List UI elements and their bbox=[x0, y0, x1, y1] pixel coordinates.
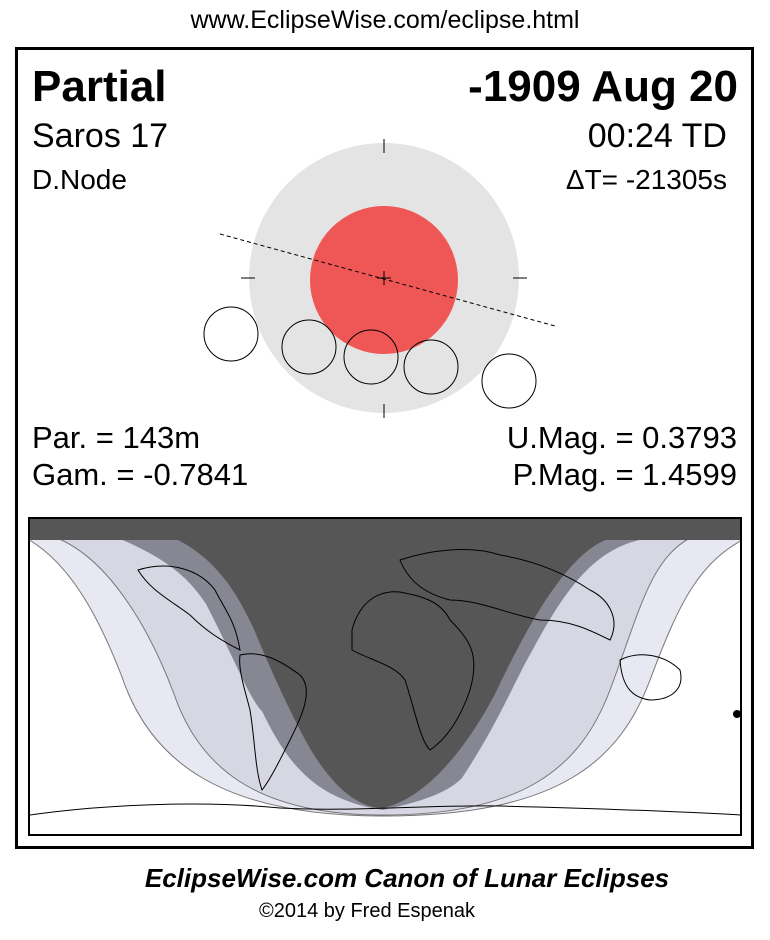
moon-max bbox=[343, 329, 399, 385]
subsolar-marker bbox=[733, 710, 741, 718]
header-url: www.EclipseWise.com/eclipse.html bbox=[190, 6, 580, 34]
axis-ticks bbox=[241, 139, 527, 418]
moon-p4 bbox=[481, 353, 537, 409]
node: D.Node bbox=[32, 164, 127, 195]
moon-positions bbox=[203, 306, 537, 409]
footer-copyright: ©2014 by Fred Espenak bbox=[259, 900, 475, 922]
penumbral-magnitude: P.Mag. = 1.4599 bbox=[512, 457, 737, 492]
eclipse-panel bbox=[15, 47, 754, 849]
delta-t: ΔT= -21305s bbox=[565, 164, 727, 195]
moon-p1 bbox=[203, 306, 259, 362]
gamma: Gam. = -0.7841 bbox=[32, 457, 249, 492]
coastlines bbox=[29, 549, 741, 816]
eclipse-date: -1909 Aug 20 bbox=[468, 62, 738, 111]
moon-u4 bbox=[403, 339, 459, 395]
ecliptic-path bbox=[219, 233, 556, 327]
visibility-map bbox=[28, 517, 742, 836]
footer-title: EclipseWise.com Canon of Lunar Eclipses bbox=[144, 863, 670, 893]
shadow-diagram bbox=[203, 139, 556, 418]
eclipse-type: Partial bbox=[32, 62, 167, 111]
night-band bbox=[29, 518, 741, 540]
umbral-magnitude: U.Mag. = 0.3793 bbox=[506, 420, 737, 455]
eclipse-time: 00:24 TD bbox=[587, 117, 727, 155]
saros-number: Saros 17 bbox=[32, 117, 169, 155]
moon-u1 bbox=[281, 319, 337, 375]
partial-duration: Par. = 143m bbox=[32, 420, 201, 455]
night-zone bbox=[174, 538, 611, 808]
